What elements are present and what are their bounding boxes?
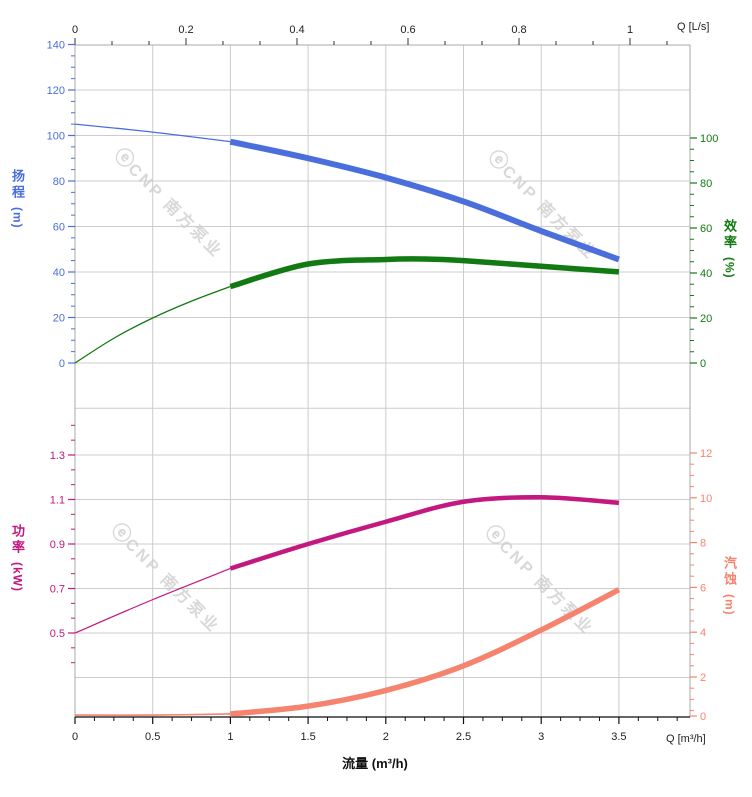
svg-text:1: 1 (627, 24, 633, 36)
svg-text:0: 0 (72, 24, 78, 36)
svg-text:0: 0 (59, 358, 65, 370)
svg-text:0.5: 0.5 (50, 628, 65, 640)
bottom-axis-unit-label: Q [m³/h] (666, 733, 706, 745)
top-axis: 0 0.2 0.4 0.6 0.8 1 (72, 24, 668, 45)
head-axis-unit: (m) (10, 207, 25, 229)
svg-text:0.2: 0.2 (178, 24, 193, 36)
svg-text:1.1: 1.1 (50, 495, 65, 507)
top-axis-unit-label: Q [L/s] (677, 21, 710, 33)
power-axis-unit: (kW) (10, 562, 25, 592)
svg-text:8: 8 (700, 538, 706, 550)
svg-text:60: 60 (53, 222, 65, 234)
efficiency-curve (74, 256, 620, 364)
svg-text:0.6: 0.6 (400, 24, 415, 36)
power-axis: 1.3 1.1 0.9 0.7 0.5 (50, 424, 75, 664)
svg-text:3.5: 3.5 (611, 731, 626, 743)
svg-text:0.4: 0.4 (289, 24, 304, 36)
svg-text:140: 140 (47, 40, 65, 52)
svg-text:20: 20 (53, 313, 65, 325)
svg-text:2.5: 2.5 (456, 731, 471, 743)
svg-text:80: 80 (53, 176, 65, 188)
svg-text:10: 10 (700, 493, 712, 505)
power-curve (74, 494, 620, 634)
bottom-axis-title: 流量 (m³/h) (342, 756, 408, 771)
svg-text:0.5: 0.5 (145, 731, 160, 743)
plot-frame (74, 44, 691, 718)
head-curve (74, 123, 620, 263)
npsh-axis-unit: (m) (722, 594, 737, 616)
svg-text:2: 2 (700, 672, 706, 684)
svg-text:4: 4 (700, 627, 706, 639)
svg-text:40: 40 (53, 267, 65, 279)
svg-text:1: 1 (227, 731, 233, 743)
svg-text:0.8: 0.8 (511, 24, 526, 36)
npsh-axis: 12 10 8 6 4 2 0 (690, 448, 712, 723)
svg-text:40: 40 (700, 268, 712, 280)
svg-text:0: 0 (700, 358, 706, 370)
svg-text:3: 3 (538, 731, 544, 743)
svg-text:80: 80 (700, 178, 712, 190)
svg-text:100: 100 (700, 133, 718, 145)
efficiency-axis-title: 效率 (%) (721, 219, 737, 279)
npsh-curve (74, 587, 621, 717)
head-axis-title-text: 扬程 (9, 169, 25, 201)
efficiency-axis-unit: (%) (722, 257, 737, 279)
svg-text:0: 0 (700, 711, 706, 723)
bottom-axis: 0 0.5 1 1.5 2 2.5 3 3.5 (72, 717, 678, 743)
svg-text:0.9: 0.9 (50, 539, 65, 551)
svg-text:1.3: 1.3 (50, 450, 65, 462)
npsh-axis-title-text: 汽蚀 (721, 556, 737, 588)
efficiency-axis-title-text: 效率 (721, 219, 737, 251)
power-axis-title: 功率 (kW) (9, 524, 25, 592)
svg-text:12: 12 (700, 448, 712, 460)
svg-text:1.5: 1.5 (300, 731, 315, 743)
svg-text:6: 6 (700, 582, 706, 594)
svg-text:60: 60 (700, 223, 712, 235)
svg-text:0: 0 (72, 731, 78, 743)
head-axis-title: 扬程 (m) (9, 169, 25, 229)
power-axis-title-text: 功率 (9, 524, 25, 556)
svg-text:20: 20 (700, 313, 712, 325)
efficiency-axis: 100 80 60 40 20 0 (690, 133, 718, 370)
gridlines (75, 45, 690, 717)
head-axis: 140 120 100 80 60 40 20 0 (47, 40, 75, 370)
npsh-axis-title: 汽蚀 (m) (721, 556, 737, 616)
svg-text:100: 100 (47, 131, 65, 143)
svg-text:2: 2 (383, 731, 389, 743)
svg-text:120: 120 (47, 85, 65, 97)
svg-text:0.7: 0.7 (50, 584, 65, 596)
